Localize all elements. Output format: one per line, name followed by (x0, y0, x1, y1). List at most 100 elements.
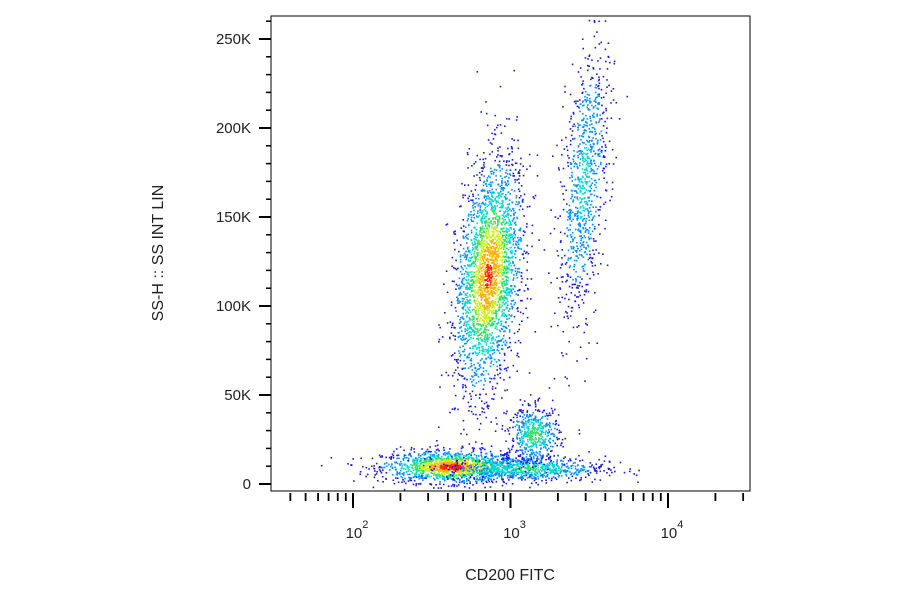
data-point (485, 220, 487, 222)
data-point (525, 474, 528, 477)
data-point (507, 207, 509, 209)
data-point (431, 466, 433, 468)
data-point (474, 255, 476, 258)
data-point (637, 481, 639, 483)
data-point (485, 315, 488, 317)
data-point (463, 348, 466, 351)
data-point (517, 460, 520, 462)
data-point (496, 465, 498, 467)
data-point (483, 257, 486, 259)
data-point (479, 292, 482, 295)
data-point (495, 240, 498, 243)
data-point (440, 466, 442, 468)
data-point (434, 460, 437, 462)
data-point (445, 469, 448, 471)
data-point (460, 354, 462, 356)
data-point (504, 284, 506, 287)
data-point (480, 328, 482, 330)
data-point (487, 224, 489, 226)
data-point (423, 454, 426, 456)
data-point (478, 324, 480, 326)
data-point (481, 358, 483, 360)
data-point (522, 477, 524, 480)
data-point (485, 324, 487, 327)
data-point (515, 272, 518, 274)
data-point (513, 232, 515, 235)
data-point (416, 461, 419, 463)
data-point (391, 473, 394, 476)
data-point (463, 360, 465, 362)
data-point (547, 458, 550, 461)
data-point (499, 124, 502, 126)
data-point (503, 368, 506, 370)
data-point (396, 471, 398, 473)
data-point (520, 409, 522, 411)
data-point (434, 472, 437, 474)
data-point (465, 342, 468, 345)
data-point (527, 434, 530, 436)
data-point (505, 240, 507, 242)
data-point (501, 180, 503, 182)
data-point (506, 318, 508, 320)
data-point (481, 275, 484, 277)
data-point (443, 459, 445, 461)
data-point (518, 267, 520, 270)
data-point (500, 240, 503, 242)
data-point (469, 311, 472, 313)
data-point (514, 256, 517, 259)
data-point (488, 306, 490, 309)
data-point (489, 142, 492, 144)
data-point (480, 280, 483, 283)
data-point (501, 283, 504, 285)
data-point (464, 194, 466, 197)
data-point (548, 424, 551, 427)
data-point (425, 466, 427, 469)
data-point (439, 462, 441, 464)
data-point (484, 157, 487, 160)
data-point (470, 290, 473, 293)
data-point (475, 310, 477, 313)
data-point (479, 363, 481, 366)
data-point (475, 475, 478, 478)
data-point (511, 306, 514, 309)
data-point (518, 172, 521, 175)
data-point (537, 398, 540, 401)
data-point (494, 252, 497, 254)
data-point (469, 259, 472, 262)
data-point (508, 462, 511, 465)
data-point (519, 259, 521, 261)
data-point (479, 466, 481, 468)
data-point (517, 172, 520, 174)
data-point (433, 472, 435, 475)
data-point (469, 280, 472, 282)
data-point (492, 475, 494, 477)
data-point (506, 456, 509, 459)
data-point (629, 470, 631, 473)
data-point (500, 188, 503, 190)
data-point (478, 254, 481, 257)
data-point (481, 304, 484, 307)
data-point (555, 468, 557, 471)
data-point (529, 448, 532, 450)
data-point (445, 452, 448, 454)
data-point (496, 196, 499, 198)
data-point (614, 470, 616, 473)
data-point (509, 220, 511, 223)
data-point (459, 258, 462, 261)
data-point (475, 228, 478, 231)
data-point (542, 469, 544, 471)
data-point (488, 405, 490, 407)
data-point (507, 465, 510, 467)
data-point (465, 267, 468, 270)
data-point (392, 454, 395, 457)
data-point (438, 460, 441, 462)
data-point (513, 467, 515, 470)
data-point (491, 310, 493, 313)
data-point (496, 346, 499, 349)
data-point (485, 338, 488, 341)
data-point (493, 205, 496, 207)
data-point (359, 473, 361, 475)
data-point (496, 328, 498, 331)
data-point (492, 138, 495, 140)
data-point (484, 464, 486, 467)
